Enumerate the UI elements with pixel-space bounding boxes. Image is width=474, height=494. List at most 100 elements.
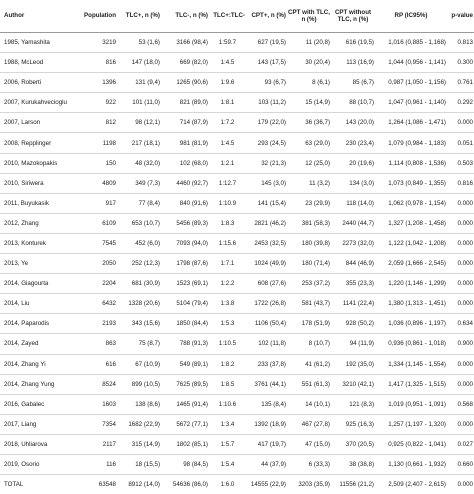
cell-pvalue: 0.000 bbox=[447, 475, 474, 494]
cell-population: 7545 bbox=[79, 233, 117, 253]
cell-cpt-positive: 417 (19,7) bbox=[246, 434, 287, 454]
cell-cpt-positive: 145 (3,0) bbox=[246, 173, 287, 193]
cell-cpt-without-tlc: 38 (38,8) bbox=[331, 454, 375, 474]
cell-cpt-positive: 179 (22,0) bbox=[246, 113, 287, 133]
cell-cpt-with-tlc: 12 (25,0) bbox=[287, 153, 331, 173]
cell-cpt-without-tlc: 844 (46,9) bbox=[331, 254, 375, 274]
cell-ratio: 1:9.6 bbox=[209, 73, 246, 93]
cell-rp: 0,936 (0,861 - 1,018) bbox=[375, 334, 447, 354]
cell-author: 2018, Uhliarova bbox=[0, 434, 79, 454]
cell-pvalue: 0.027 bbox=[447, 434, 474, 454]
cell-rp: 1,016 (0,885 - 1,168) bbox=[375, 33, 447, 53]
header-cpt-with-tlc: CPT with TLC, n (%) bbox=[287, 0, 331, 33]
cell-author: 2014, Zhang Yi bbox=[0, 354, 79, 374]
cell-pvalue: 0.000 bbox=[447, 213, 474, 233]
cell-author: 2012, Zhang bbox=[0, 213, 79, 233]
cell-cpt-without-tlc: 2440 (44,7) bbox=[331, 213, 375, 233]
cell-cpt-with-tlc: 14 (10,1) bbox=[287, 394, 331, 414]
cell-cpt-positive: 1024 (49,9) bbox=[246, 254, 287, 274]
cell-cpt-with-tlc: 23 (29,9) bbox=[287, 193, 331, 213]
cell-tlc-positive: 899 (10,5) bbox=[117, 374, 161, 394]
cell-tlc-negative: 4460 (92,7) bbox=[161, 173, 209, 193]
cell-pvalue: 0.000 bbox=[447, 374, 474, 394]
cell-cpt-with-tlc: 8 (10,7) bbox=[287, 334, 331, 354]
cell-tlc-negative: 1850 (84,4) bbox=[161, 314, 209, 334]
cell-tlc-negative: 788 (91,3) bbox=[161, 334, 209, 354]
cell-tlc-positive: 53 (1,6) bbox=[117, 33, 161, 53]
cell-cpt-positive: 233 (37,8) bbox=[246, 354, 287, 374]
cell-pvalue: 0.568 bbox=[447, 394, 474, 414]
cell-cpt-without-tlc: 3210 (42,1) bbox=[331, 374, 375, 394]
header-tlc-positive: TLC+, n (%) bbox=[117, 0, 161, 33]
cell-pvalue: 0.000 bbox=[447, 113, 474, 133]
cell-author: 2014, Liu bbox=[0, 294, 79, 314]
cell-population: 6432 bbox=[79, 294, 117, 314]
cell-ratio: 1:3.4 bbox=[209, 414, 246, 434]
cell-rp: 1,327 (1,208 - 1,458) bbox=[375, 213, 447, 233]
cell-pvalue: 0.000 bbox=[447, 233, 474, 253]
cell-rp: 1,220 (1,146 - 1,299) bbox=[375, 274, 447, 294]
cell-tlc-positive: 48 (32,0) bbox=[117, 153, 161, 173]
cell-cpt-without-tlc: 230 (23,4) bbox=[331, 133, 375, 153]
cell-population: 63548 bbox=[79, 475, 117, 494]
cell-tlc-negative: 669 (82,0) bbox=[161, 53, 209, 73]
cell-population: 922 bbox=[79, 93, 117, 113]
cell-cpt-without-tlc: 925 (16,3) bbox=[331, 414, 375, 434]
cell-author: 2007, Larson bbox=[0, 113, 79, 133]
cell-pvalue: 0.051 bbox=[447, 133, 474, 153]
cell-tlc-negative: 54636 (86,0) bbox=[161, 475, 209, 494]
cell-population: 8524 bbox=[79, 374, 117, 394]
cell-ratio: 1:10.6 bbox=[209, 394, 246, 414]
cell-population: 616 bbox=[79, 354, 117, 374]
cell-author: 2019, Osorio bbox=[0, 454, 79, 474]
cell-rp: 1,114 (0,808 - 1,536) bbox=[375, 153, 447, 173]
cell-tlc-negative: 3166 (98,4) bbox=[161, 33, 209, 53]
cell-pvalue: 0.000 bbox=[447, 274, 474, 294]
cell-cpt-with-tlc: 63 (29,0) bbox=[287, 133, 331, 153]
cell-cpt-without-tlc: 143 (20,0) bbox=[331, 113, 375, 133]
cell-tlc-negative: 1465 (91,4) bbox=[161, 394, 209, 414]
cell-cpt-with-tlc: 47 (15,0) bbox=[287, 434, 331, 454]
cell-tlc-negative: 5456 (89,3) bbox=[161, 213, 209, 233]
cell-tlc-positive: 653 (10,7) bbox=[117, 213, 161, 233]
cell-cpt-positive: 627 (19,5) bbox=[246, 33, 287, 53]
cell-rp: 1,380 (1,313 - 1,451) bbox=[375, 294, 447, 314]
cell-cpt-without-tlc: 94 (11,9) bbox=[331, 334, 375, 354]
cell-cpt-positive: 1722 (26,8) bbox=[246, 294, 287, 314]
cell-cpt-with-tlc: 8 (6,1) bbox=[287, 73, 331, 93]
cell-tlc-negative: 7625 (89,5) bbox=[161, 374, 209, 394]
cell-cpt-with-tlc: 3203 (35,9) bbox=[287, 475, 331, 494]
cell-rp: 1,257 (1,197 - 1,320) bbox=[375, 414, 447, 434]
cell-cpt-without-tlc: 616 (19,5) bbox=[331, 33, 375, 53]
cell-cpt-with-tlc: 11 (20,8) bbox=[287, 33, 331, 53]
cell-author: 2014, Paparodis bbox=[0, 314, 79, 334]
cell-author: 2010, Siriwera bbox=[0, 173, 79, 193]
cell-tlc-positive: 1682 (22,9) bbox=[117, 414, 161, 434]
header-cpt-positive: CPT+, n (%) bbox=[246, 0, 287, 33]
cell-pvalue: 0.000 bbox=[447, 354, 474, 374]
header-tlc-negative: TLC-, n (%) bbox=[161, 0, 209, 33]
cell-cpt-without-tlc: 1141 (22,4) bbox=[331, 294, 375, 314]
cell-tlc-negative: 98 (84,5) bbox=[161, 454, 209, 474]
cell-ratio: 1:8.3 bbox=[209, 213, 246, 233]
cell-ratio: 1:8.2 bbox=[209, 354, 246, 374]
cell-tlc-positive: 217 (18,1) bbox=[117, 133, 161, 153]
cell-population: 3219 bbox=[79, 33, 117, 53]
cell-pvalue: 0.300 bbox=[447, 53, 474, 73]
cell-tlc-positive: 18 (15,5) bbox=[117, 454, 161, 474]
cell-cpt-positive: 135 (8,4) bbox=[246, 394, 287, 414]
cell-population: 116 bbox=[79, 454, 117, 474]
cell-cpt-without-tlc: 20 (19,6) bbox=[331, 153, 375, 173]
cell-cpt-with-tlc: 30 (20,4) bbox=[287, 53, 331, 73]
cell-tlc-positive: 252 (12,3) bbox=[117, 254, 161, 274]
cell-cpt-without-tlc: 121 (8,3) bbox=[331, 394, 375, 414]
header-row: Author Population TLC+, n (%) TLC-, n (%… bbox=[0, 0, 474, 33]
cell-population: 2193 bbox=[79, 314, 117, 334]
cell-ratio: 1:59.7 bbox=[209, 33, 246, 53]
